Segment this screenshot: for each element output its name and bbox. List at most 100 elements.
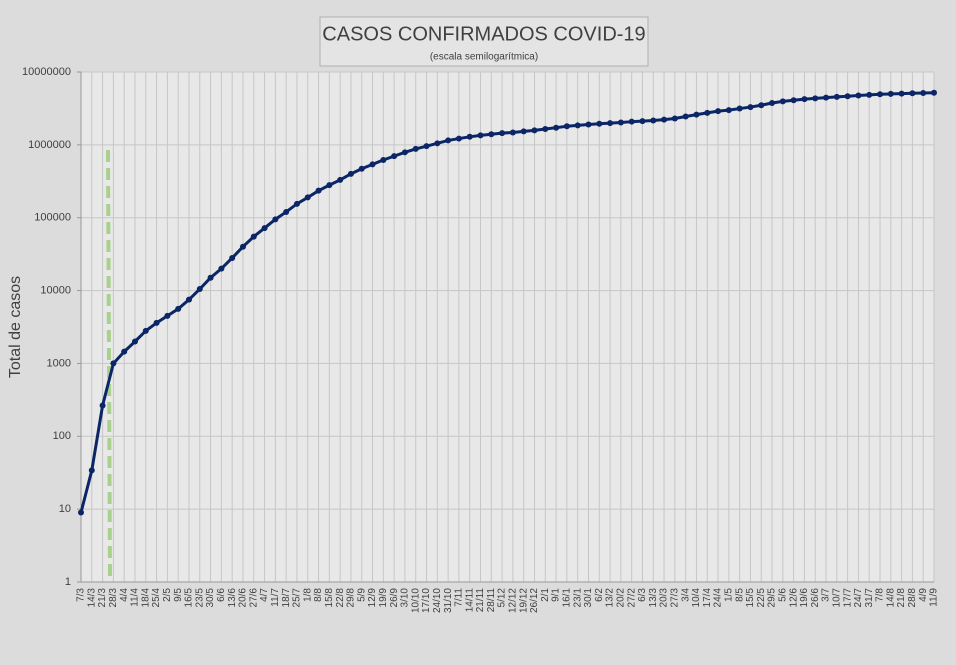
x-tick-label: 7/8 (875, 588, 886, 602)
x-tick-label: 12/6 (788, 588, 799, 608)
x-tick-label: 14/8 (885, 588, 896, 608)
x-tick-label: 24/4 (713, 588, 724, 608)
title-box (319, 16, 649, 67)
data-point (391, 153, 398, 160)
data-point (239, 243, 246, 250)
data-point (563, 123, 570, 130)
data-point (855, 92, 862, 99)
x-tick-label: 5/12 (497, 588, 508, 608)
data-point (866, 91, 873, 98)
data-point (369, 161, 376, 168)
x-tick-label: 20/3 (659, 588, 670, 608)
x-tick-label: 30/1 (583, 588, 594, 608)
data-point (131, 338, 138, 345)
data-point (315, 187, 322, 194)
x-tick-label: 26/9 (389, 588, 400, 608)
data-point (78, 509, 84, 516)
data-point (553, 124, 560, 131)
data-point (401, 149, 408, 156)
y-tick-label: 10 (59, 503, 71, 515)
x-tick-label: 24/7 (853, 588, 864, 608)
data-point (833, 93, 840, 100)
x-tick-label: 9/1 (551, 588, 562, 602)
x-tick-label: 14/3 (86, 588, 97, 608)
data-point (585, 121, 592, 128)
x-tick-label: 31/7 (864, 588, 875, 608)
data-point (628, 118, 635, 125)
x-tick-label: 6/6 (216, 588, 227, 602)
x-tick-label: 19/6 (799, 588, 810, 608)
data-point (661, 116, 668, 123)
data-point (542, 126, 549, 133)
data-point (531, 127, 538, 134)
data-point (790, 97, 797, 104)
x-tick-label: 13/3 (648, 588, 659, 608)
x-tick-label: 2/5 (162, 588, 173, 602)
x-tick-label: 17/4 (702, 588, 713, 608)
x-tick-label: 20/2 (616, 588, 627, 608)
data-point (617, 119, 624, 126)
data-point (801, 96, 808, 103)
x-tick-label: 16/1 (562, 588, 573, 608)
chart-subtitle: (escala semilogarítmica) (430, 52, 538, 63)
x-tick-label: 27/6 (248, 588, 259, 608)
x-tick-label: 3/7 (821, 588, 832, 602)
y-tick-label: 1000 (47, 357, 71, 369)
data-point (121, 348, 128, 355)
data-point (693, 111, 700, 118)
plot-area (81, 72, 934, 582)
data-point (887, 90, 894, 97)
data-point (499, 130, 506, 137)
data-point (229, 254, 236, 261)
data-point (434, 140, 441, 147)
data-point (380, 156, 387, 163)
data-point (142, 327, 149, 334)
x-tick-label: 12/9 (367, 588, 378, 608)
x-tick-label: 30/5 (205, 588, 216, 608)
x-tick-label: 3/10 (400, 588, 411, 608)
data-point (920, 89, 927, 96)
data-point (423, 143, 430, 150)
data-point (844, 93, 851, 100)
x-tick-label: 1/5 (723, 588, 734, 602)
x-tick-label: 16/5 (184, 588, 195, 608)
x-tick-label: 11/7 (270, 588, 281, 607)
x-tick-label: 25/7 (292, 588, 303, 608)
data-point (455, 135, 462, 142)
data-point (671, 115, 678, 122)
data-point (110, 360, 117, 367)
x-tick-label: 9/5 (173, 588, 184, 602)
x-tick-label: 6/3 (637, 588, 648, 602)
data-point (909, 90, 916, 97)
data-point (347, 170, 354, 177)
y-axis-title: Total de casos (7, 276, 24, 378)
x-tick-label: 27/2 (626, 588, 637, 608)
data-point (520, 128, 527, 135)
data-point (779, 98, 786, 105)
y-tick-label: 10000 (40, 284, 71, 296)
data-point (639, 118, 646, 125)
data-point (88, 467, 95, 474)
x-tick-label: 5/9 (356, 588, 367, 602)
data-point (466, 133, 473, 140)
data-point (596, 120, 603, 127)
x-tick-label: 31/10 (443, 588, 454, 613)
data-point (337, 176, 344, 183)
y-tick-label: 100000 (34, 212, 71, 224)
y-tick-label: 100 (53, 430, 71, 442)
x-tick-label: 11/9 (929, 588, 940, 607)
x-tick-label: 26/6 (810, 588, 821, 608)
data-point (250, 233, 257, 240)
x-tick-label: 21/8 (896, 588, 907, 608)
x-tick-label: 1/8 (302, 588, 313, 602)
x-tick-label: 21/11 (475, 588, 486, 613)
data-point (682, 113, 689, 120)
x-tick-label: 19/12 (518, 588, 529, 613)
x-tick-label: 6/2 (594, 588, 605, 602)
data-point (445, 137, 452, 144)
x-tick-label: 27/3 (670, 588, 681, 608)
data-point (650, 117, 657, 124)
y-tick-label: 1 (65, 576, 71, 588)
x-tick-label: 2/1 (540, 588, 551, 602)
data-point (574, 122, 581, 129)
